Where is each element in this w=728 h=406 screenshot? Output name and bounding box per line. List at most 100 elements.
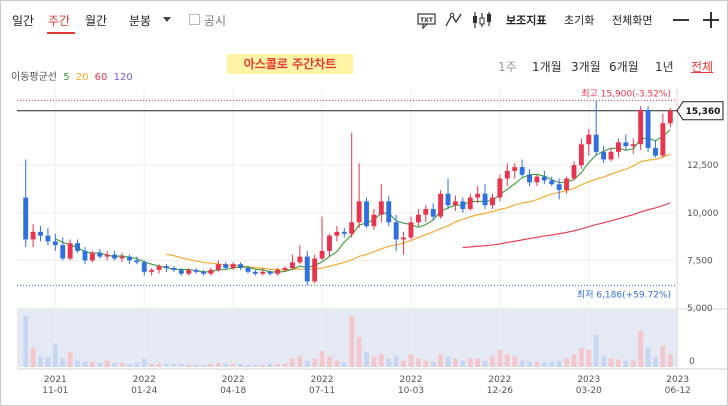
volume-bar <box>504 354 510 367</box>
volume-bar <box>134 362 140 367</box>
candle-body <box>423 208 429 215</box>
volume-bar <box>208 363 214 367</box>
chevron-down-icon[interactable] <box>163 17 171 22</box>
indicator-button[interactable]: 보조지표 <box>506 14 547 27</box>
candle-body <box>386 201 392 223</box>
disclosure-label: 공시 <box>204 14 227 28</box>
candle-body <box>504 170 510 179</box>
x-tick-year: 2021 <box>44 375 67 385</box>
zoom-in-icon[interactable] <box>702 11 720 29</box>
candle-body <box>519 167 525 175</box>
period-1-year[interactable]: 1년 <box>655 60 674 74</box>
volume-bar <box>423 360 429 367</box>
volume-bar <box>519 360 525 367</box>
candle-body <box>556 184 562 190</box>
high-price-label: 최고 15,900(-3.52%) <box>581 88 671 99</box>
tab-daily[interactable]: 일간 <box>12 14 35 28</box>
period-6-month[interactable]: 6개월 <box>609 60 639 74</box>
x-tick-year: 2022 <box>133 375 156 385</box>
candle-body <box>415 214 421 223</box>
candle-body <box>275 269 281 274</box>
fullscreen-button[interactable]: 전체화면 <box>612 14 653 27</box>
low-price-label: 최저 6,186(+59.72%) <box>577 289 671 300</box>
candle-body <box>630 144 636 147</box>
volume-bar <box>67 352 73 367</box>
candle-body <box>282 268 288 270</box>
volume-bar <box>334 360 340 367</box>
volume-bar <box>416 358 421 367</box>
ma-legend-title: 이동평균선 <box>11 72 57 83</box>
volume-bar <box>312 358 318 367</box>
candle-body <box>252 271 258 274</box>
volume-bar <box>245 364 251 367</box>
tab-weekly[interactable]: 주간 <box>48 14 71 28</box>
tab-monthly[interactable]: 월간 <box>85 14 108 28</box>
volume-bar <box>667 354 673 367</box>
volume-bar <box>386 358 392 367</box>
candle-body <box>615 142 621 152</box>
candle-body <box>364 201 369 227</box>
volume-bar <box>215 362 221 367</box>
moving-average-legend: 이동평균선 5 20 60 120 <box>11 68 133 83</box>
volume-bar <box>430 361 436 367</box>
zoom-out-icon[interactable] <box>672 12 690 28</box>
candle-body <box>482 193 488 206</box>
volume-bar <box>534 361 540 367</box>
disclosure-checkbox[interactable] <box>189 14 200 25</box>
x-tick-year: 2022 <box>400 375 423 385</box>
candle-body <box>586 134 592 145</box>
chart-title: 아스콜로 주간차트 <box>227 54 353 74</box>
volume-bar <box>408 354 414 367</box>
candle-body <box>438 193 444 217</box>
volume-bar <box>349 316 355 367</box>
candle-body <box>208 269 214 274</box>
reset-button[interactable]: 초기화 <box>564 14 595 27</box>
candle-body <box>334 231 340 236</box>
volume-bar <box>378 354 384 367</box>
candle-body <box>230 264 236 269</box>
candle-body <box>667 110 673 124</box>
volume-bar <box>119 362 125 367</box>
period-1-month[interactable]: 1개월 <box>532 60 562 74</box>
candle-body <box>60 245 66 259</box>
period-1-week[interactable]: 1주 <box>498 60 517 74</box>
volume-bar <box>549 361 555 367</box>
volume-bar <box>356 337 362 367</box>
text-tool-icon[interactable]: TXT <box>417 10 437 30</box>
candle-body <box>638 109 644 145</box>
candle-body <box>164 266 169 269</box>
candle-body <box>126 256 132 261</box>
volume-bar <box>304 360 310 367</box>
volume-bar <box>164 363 169 367</box>
candle-body <box>601 151 607 160</box>
volume-bar <box>564 358 569 367</box>
volume-bar <box>393 356 399 367</box>
x-tick-year: 2022 <box>488 375 511 385</box>
ma-legend-20: 20 <box>75 72 89 83</box>
minute-select[interactable]: 분봉 <box>129 14 152 28</box>
period-3-month[interactable]: 3개월 <box>571 60 601 74</box>
candle-body <box>460 201 466 209</box>
volume-bar <box>282 363 288 367</box>
volume-bar <box>638 330 644 367</box>
period-all[interactable]: 전체 <box>691 60 714 74</box>
candle-body <box>378 201 384 215</box>
volume-bar <box>45 357 51 367</box>
candle-body <box>319 250 325 259</box>
candle-body <box>260 271 266 274</box>
volume-bar <box>327 356 332 367</box>
draw-line-icon[interactable] <box>444 10 464 30</box>
candle-body <box>215 264 221 270</box>
volume-bar <box>527 361 532 367</box>
candle-body <box>156 266 162 270</box>
x-tick-year: 2022 <box>311 375 334 385</box>
volume-bar <box>104 360 110 367</box>
volume-bar <box>275 363 280 367</box>
volume-bar <box>223 363 229 367</box>
volume-bar <box>60 358 66 367</box>
volume-bar <box>579 347 584 367</box>
candle-body <box>82 250 88 261</box>
candle-type-icon[interactable] <box>471 10 493 30</box>
